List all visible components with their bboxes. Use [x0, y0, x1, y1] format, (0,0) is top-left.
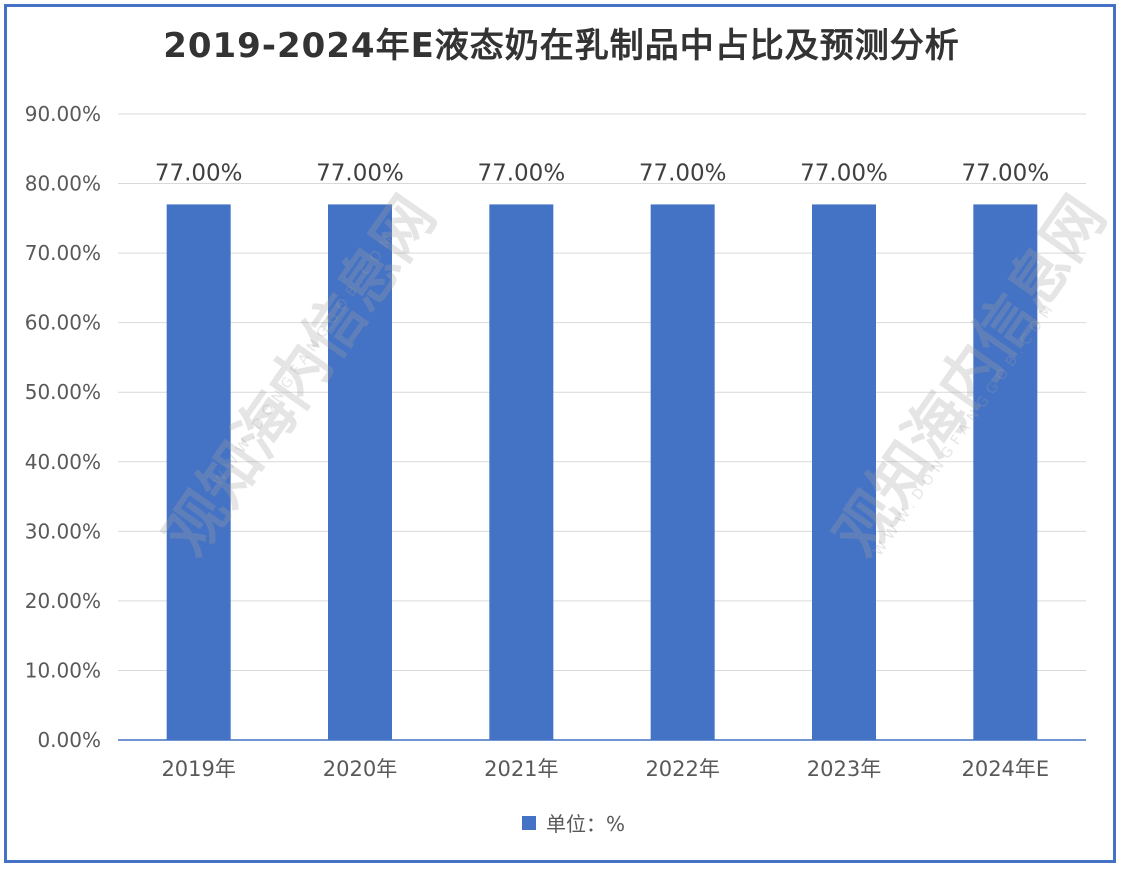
data-label: 77.00%	[961, 160, 1049, 186]
x-tick-label: 2020年	[323, 757, 397, 781]
bar	[812, 204, 876, 740]
legend: 单位：%	[522, 808, 625, 837]
x-tick-label: 2023年	[807, 757, 881, 781]
chart-title: 2019-2024年E液态奶在乳制品中占比及预测分析	[163, 26, 960, 66]
y-tick-label: 70.00%	[25, 241, 101, 265]
legend-swatch	[522, 815, 536, 830]
bar	[328, 204, 392, 740]
bar	[650, 204, 715, 740]
y-tick-label: 30.00%	[25, 519, 101, 543]
y-tick-label: 60.00%	[25, 311, 101, 335]
y-tick-label: 40.00%	[25, 450, 101, 474]
data-label: 77.00%	[155, 160, 243, 186]
x-tick-label: 2022年	[645, 757, 719, 781]
data-label: 77.00%	[316, 160, 404, 186]
data-label: 77.00%	[477, 160, 565, 186]
y-tick-label: 20.00%	[25, 589, 101, 613]
x-tick-label: 2021年	[484, 757, 558, 781]
bar	[973, 204, 1038, 740]
bar	[489, 204, 554, 740]
legend-label: 单位：%	[546, 812, 626, 836]
x-tick-label: 2024年E	[961, 757, 1049, 781]
y-tick-label: 80.00%	[25, 172, 101, 196]
data-label: 77.00%	[639, 160, 727, 186]
data-label: 77.00%	[800, 160, 888, 186]
y-tick-label: 50.00%	[25, 380, 101, 404]
bar	[166, 204, 231, 740]
y-tick-label: 90.00%	[25, 102, 101, 126]
y-tick-label: 0.00%	[37, 728, 101, 752]
y-tick-label: 10.00%	[25, 658, 101, 682]
x-tick-label: 2019年	[161, 757, 235, 781]
